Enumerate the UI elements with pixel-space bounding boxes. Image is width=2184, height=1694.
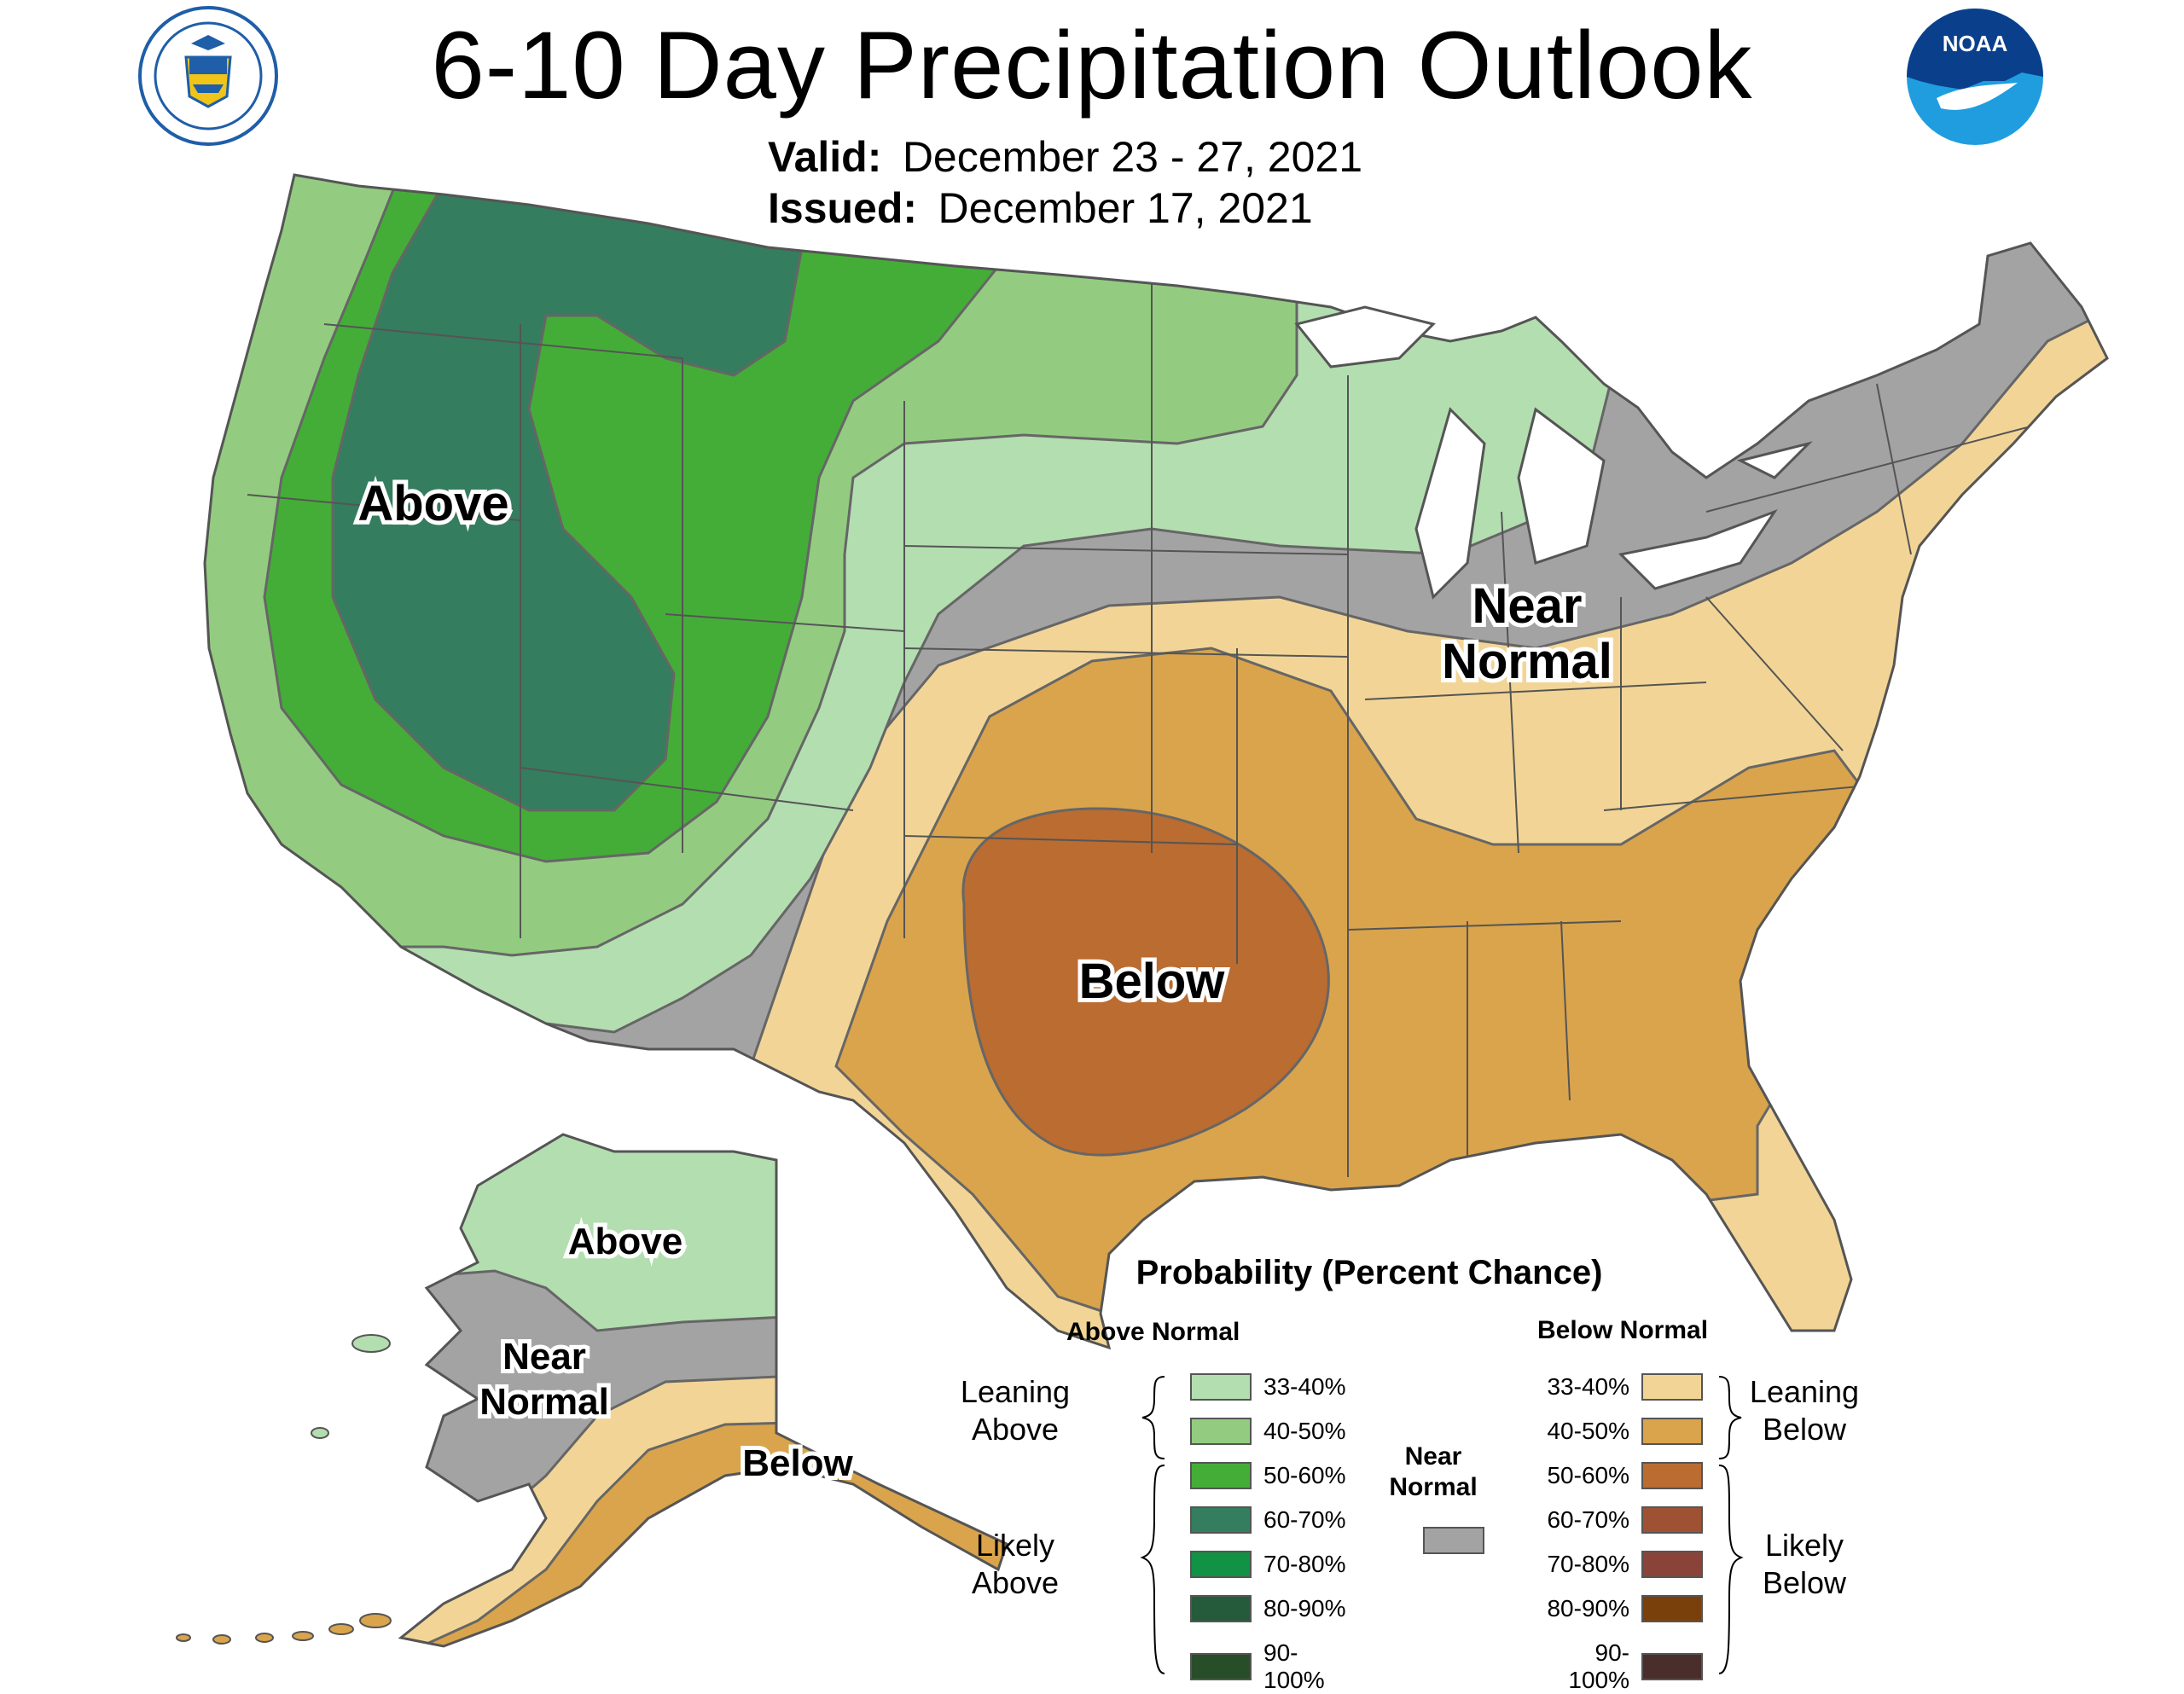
legend-below-row: 60-70% [1536, 1506, 1703, 1534]
legend-above-swatch [1190, 1373, 1252, 1401]
legend-below-row: 50-60% [1536, 1462, 1703, 1489]
leaning-above-label: Leaning Above [960, 1374, 1071, 1447]
legend-above-row: 80-90% [1190, 1595, 1357, 1622]
legend-above-header: Above Normal [1066, 1318, 1240, 1346]
legend-below-row: 80-90% [1536, 1595, 1703, 1622]
legend-below-row: 33-40% [1536, 1373, 1703, 1401]
legend-above-row: 33-40% [1190, 1373, 1357, 1401]
legend-above-row: 90-100% [1190, 1639, 1357, 1694]
legend-below-swatch [1641, 1418, 1703, 1445]
legend: Probability (Percent Chance) Above Norma… [961, 1254, 1859, 1693]
conus-probability-shading [205, 175, 2107, 1348]
likely-above-label: Likely Above [971, 1528, 1060, 1600]
legend-above-row: 70-80% [1190, 1551, 1357, 1578]
svg-text:NOAA: NOAA [1943, 31, 2008, 56]
issued-value: December 17, 2021 [938, 184, 1313, 232]
legend-below-swatch [1641, 1595, 1703, 1622]
legend-below-swatch [1641, 1653, 1703, 1680]
above-brackets [1140, 1376, 1165, 1674]
legend-below-label: 50-60% [1547, 1462, 1629, 1488]
legend-below-row: 70-80% [1536, 1551, 1703, 1578]
great-lakes [1294, 305, 1813, 600]
legend-below-label: 70-80% [1547, 1551, 1629, 1577]
legend-above-label: 90-100% [1263, 1639, 1325, 1693]
conus-near-label-1: Near [1472, 578, 1583, 634]
conus-above-label: Above [357, 476, 508, 531]
conus-near-label-2: Normal [1442, 634, 1612, 689]
legend-above-label: 60-70% [1263, 1506, 1346, 1533]
legend-above-swatch [1190, 1595, 1252, 1622]
legend-below-label: 90-100% [1568, 1639, 1629, 1693]
alaska-map [176, 1133, 1008, 1648]
legend-below-row: 40-50% [1536, 1418, 1703, 1445]
legend-above-swatch [1190, 1551, 1252, 1578]
legend-above-row: 50-60% [1190, 1462, 1357, 1489]
legend-above-row: 60-70% [1190, 1506, 1357, 1534]
department-of-commerce-seal [138, 6, 278, 146]
issued-label: Issued: [768, 184, 918, 232]
legend-above-swatch [1190, 1506, 1252, 1534]
legend-below-row: 90-100% [1536, 1639, 1703, 1694]
ak-above-label: Above [568, 1221, 682, 1262]
legend-near-header-1: Near [1404, 1442, 1462, 1471]
ak-near-label-2: Normal [479, 1381, 609, 1423]
legend-below-header: Below Normal [1537, 1316, 1709, 1344]
legend-near-header-2: Normal [1389, 1473, 1478, 1501]
legend-above-label: 50-60% [1263, 1462, 1346, 1488]
legend-below-swatch [1641, 1551, 1703, 1578]
legend-below-label: 33-40% [1547, 1373, 1629, 1400]
legend-above-swatch [1190, 1462, 1252, 1489]
ak-near-label-1: Near [502, 1336, 586, 1378]
legend-above-row: 40-50% [1190, 1418, 1357, 1445]
legend-near-normal-swatch [1423, 1527, 1484, 1554]
legend-above-label: 80-90% [1263, 1595, 1346, 1621]
page-title: 6-10 Day Precipitation Outlook [431, 12, 1753, 119]
legend-below-label: 60-70% [1547, 1506, 1629, 1533]
noaa-logo: NOAA [1907, 9, 2043, 145]
legend-above-swatch [1190, 1653, 1252, 1680]
legend-above-label: 33-40% [1263, 1373, 1346, 1400]
legend-above-swatch [1190, 1418, 1252, 1445]
legend-below-label: 80-90% [1547, 1595, 1629, 1621]
legend-above-label: 40-50% [1263, 1418, 1346, 1444]
issued-line: Issued: December 17, 2021 [768, 183, 1313, 233]
legend-title: Probability (Percent Chance) [1136, 1254, 1603, 1291]
leaning-below-label: Leaning Below [1749, 1374, 1860, 1447]
state-boundaries [247, 256, 2031, 1186]
legend-above-label: 70-80% [1263, 1551, 1346, 1577]
valid-label: Valid: [768, 133, 882, 181]
conus-below-label: Below [1079, 954, 1226, 1009]
legend-below-swatch [1641, 1373, 1703, 1401]
below-brackets [1718, 1376, 1744, 1674]
legend-near-header: Near Normal [1382, 1442, 1484, 1503]
ak-below-label: Below [742, 1442, 853, 1484]
valid-value: December 23 - 27, 2021 [902, 133, 1363, 181]
likely-below-label: Likely Below [1762, 1528, 1847, 1600]
legend-below-swatch [1641, 1506, 1703, 1534]
legend-below-label: 40-50% [1547, 1418, 1629, 1444]
above-60-70-region [331, 182, 804, 812]
legend-below-swatch [1641, 1462, 1703, 1489]
valid-line: Valid: December 23 - 27, 2021 [768, 132, 1362, 182]
